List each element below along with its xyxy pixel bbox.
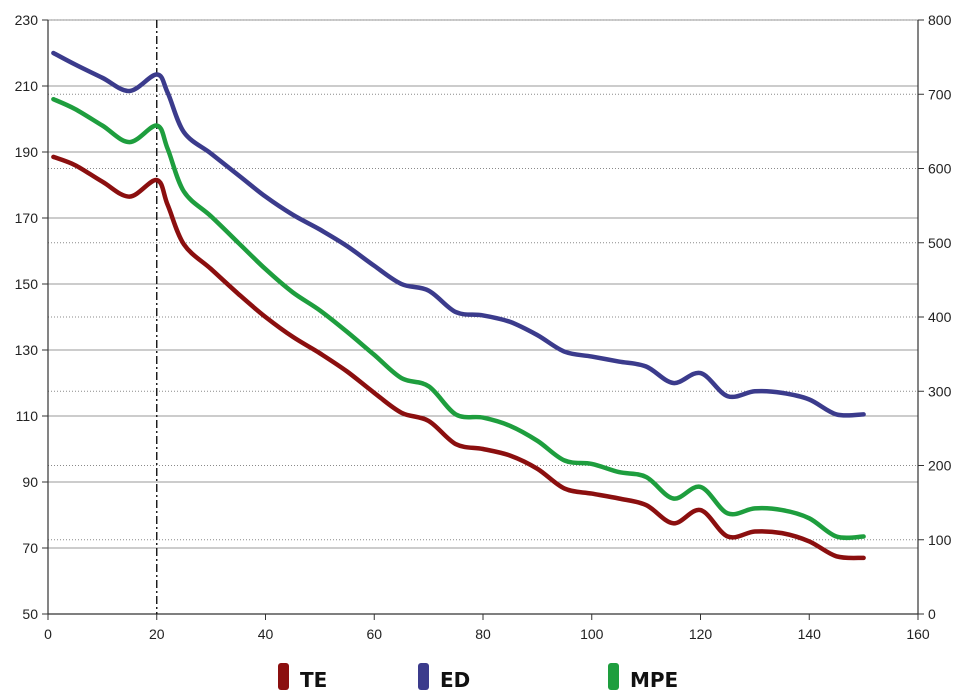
y2-tick-label: 600 [928, 161, 952, 177]
legend-swatch-mpe [608, 663, 619, 690]
series-line-te [51, 154, 866, 561]
y-tick-label: 110 [16, 408, 39, 424]
x-tick-label: 40 [258, 626, 274, 642]
legend-label-te: TE [300, 668, 327, 692]
y-tick-label: 130 [15, 342, 39, 358]
y2-tick-label: 300 [928, 383, 952, 399]
y-tick-label: 50 [22, 606, 38, 622]
x-tick-label: 60 [366, 626, 382, 642]
y2-tick-label: 200 [928, 458, 952, 474]
y2-tick-label: 700 [928, 86, 952, 102]
x-tick-label: 100 [580, 626, 604, 642]
legend-swatch-te [278, 663, 289, 690]
y-tick-label: 70 [22, 540, 38, 556]
series-lines [51, 50, 866, 561]
y-tick-label: 190 [15, 144, 39, 160]
tick-labels: 0 20 40 60 80 100 120 140 160 50 70 90 110 130 150 170 1… [15, 12, 952, 642]
x-tick-label: 80 [475, 626, 491, 642]
y2-tick-label: 800 [928, 12, 952, 28]
x-tick-label: 0 [44, 626, 52, 642]
legend-label-mpe: MPE [630, 668, 678, 692]
y-tick-label: 230 [15, 12, 39, 28]
y2-tick-label: 0 [928, 606, 936, 622]
x-tick-label: 20 [149, 626, 165, 642]
legend-swatch-ed [418, 663, 429, 690]
y-tick-label: 170 [15, 210, 39, 226]
y-tick-label: 210 [15, 78, 39, 94]
series-line-ed [51, 50, 866, 418]
y2-tick-label: 100 [928, 532, 952, 548]
legend: TE ED MPE [278, 663, 678, 692]
y2-tick-label: 400 [928, 309, 952, 325]
x-tick-label: 160 [906, 626, 930, 642]
y2-tick-label: 500 [928, 235, 952, 251]
x-tick-label: 140 [798, 626, 822, 642]
gridlines [48, 19, 918, 549]
y-tick-label: 90 [22, 474, 38, 490]
series-line-mpe [51, 96, 866, 541]
x-tick-label: 120 [689, 626, 713, 642]
y-tick-label: 150 [15, 276, 39, 292]
legend-label-ed: ED [440, 668, 470, 692]
